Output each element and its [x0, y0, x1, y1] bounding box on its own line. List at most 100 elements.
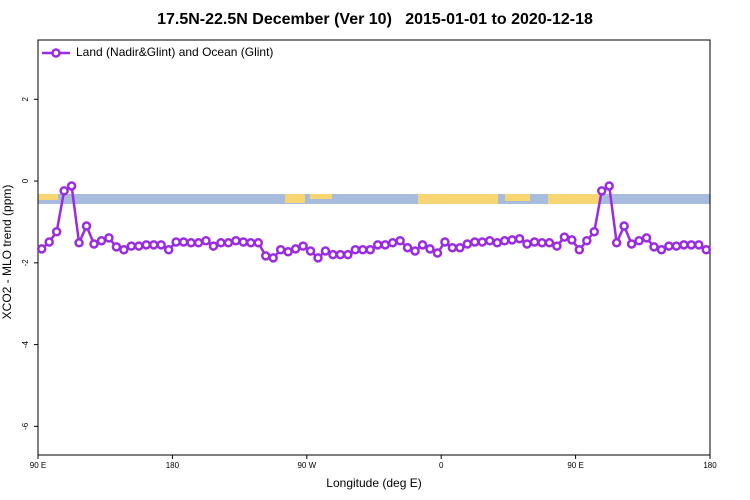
data-point	[611, 238, 622, 248]
data-point	[499, 236, 510, 246]
data-point	[372, 240, 383, 250]
data-point	[552, 241, 562, 251]
x-tick-label: 90 E	[567, 461, 583, 470]
data-point	[260, 251, 271, 261]
data-point	[201, 236, 211, 246]
data-point	[432, 248, 443, 258]
y-tick-label: -2	[21, 259, 30, 267]
data-point	[36, 244, 47, 254]
data-point	[395, 236, 405, 246]
data-point	[641, 233, 652, 243]
data-point	[298, 241, 308, 251]
data-point	[111, 242, 122, 252]
y-tick-label: -4	[21, 341, 30, 349]
data-point	[522, 239, 532, 249]
data-point	[425, 244, 435, 254]
data-point	[567, 235, 577, 245]
legend-marker	[51, 48, 61, 58]
data-point	[350, 244, 361, 255]
data-point	[589, 227, 600, 237]
data-point	[178, 237, 189, 247]
data-point	[417, 240, 428, 250]
data-point	[305, 246, 316, 256]
data-point	[216, 238, 226, 248]
data-point	[223, 238, 234, 248]
chart-title: 17.5N-22.5N December (Ver 10) 2015-01-01…	[157, 11, 593, 28]
x-tick-label: 90 E	[30, 461, 46, 470]
data-point	[59, 186, 69, 196]
x-tick-label: 90 W	[297, 461, 316, 470]
data-point	[365, 244, 376, 255]
data-point	[402, 242, 413, 253]
data-point	[44, 237, 54, 247]
data-point	[119, 244, 129, 255]
data-point	[447, 242, 458, 253]
data-point	[163, 244, 174, 255]
data-point	[141, 240, 152, 250]
data-point	[343, 249, 353, 260]
data-point	[626, 239, 637, 249]
data-point	[701, 244, 712, 255]
data-point	[514, 233, 525, 244]
data-point	[387, 238, 398, 248]
data-point	[208, 241, 219, 251]
data-point	[193, 238, 204, 248]
data-point	[283, 247, 293, 257]
x-axis-label: Longitude (deg E)	[326, 476, 421, 490]
data-point	[604, 181, 614, 191]
data-point	[148, 240, 159, 250]
data-point	[619, 221, 629, 231]
data-point	[156, 240, 166, 250]
data-point	[686, 240, 697, 250]
data-point	[74, 238, 84, 248]
data-point	[290, 244, 301, 254]
data-point	[126, 241, 137, 251]
data-point	[380, 240, 390, 250]
data-point	[335, 249, 346, 260]
y-tick-label: 0	[21, 178, 30, 183]
data-point	[634, 236, 644, 246]
data-point	[238, 237, 249, 247]
data-point	[484, 236, 495, 246]
y-tick-label: -6	[21, 422, 30, 430]
data-point	[66, 181, 77, 191]
data-point	[410, 246, 420, 256]
data-point	[231, 236, 241, 246]
x-tick-label: 180	[166, 461, 180, 470]
data-point	[582, 236, 592, 246]
data-point	[104, 233, 114, 243]
data-point	[544, 238, 555, 248]
data-point	[89, 239, 99, 249]
data-point	[470, 237, 480, 247]
data-point	[574, 244, 585, 255]
data-point	[694, 240, 704, 250]
data-point	[328, 249, 338, 260]
land-ocean-strip	[38, 194, 710, 204]
data-point	[81, 221, 92, 231]
data-point	[656, 244, 667, 255]
data-point	[671, 241, 682, 251]
y-axis-label: XCO2 - MLO trend (ppm)	[0, 185, 14, 320]
data-point	[186, 238, 196, 248]
data-point	[440, 237, 450, 247]
data-point	[559, 232, 570, 242]
data-point	[529, 237, 540, 247]
data-point	[507, 235, 517, 245]
data-point	[51, 227, 62, 237]
data-point	[649, 242, 659, 252]
data-point	[537, 238, 547, 248]
data-point	[455, 242, 465, 253]
data-point	[320, 246, 331, 256]
data-point	[253, 238, 264, 248]
data-point	[171, 237, 181, 247]
legend-label: Land (Nadir&Glint) and Ocean (Glint)	[76, 45, 273, 59]
data-point	[313, 253, 323, 263]
data-point	[664, 241, 674, 251]
data-point	[268, 253, 278, 263]
data-point	[462, 239, 473, 249]
data-point	[477, 237, 488, 247]
x-tick-label: 180	[703, 461, 717, 470]
data-point	[134, 241, 144, 251]
y-tick-label: 2	[21, 97, 30, 102]
